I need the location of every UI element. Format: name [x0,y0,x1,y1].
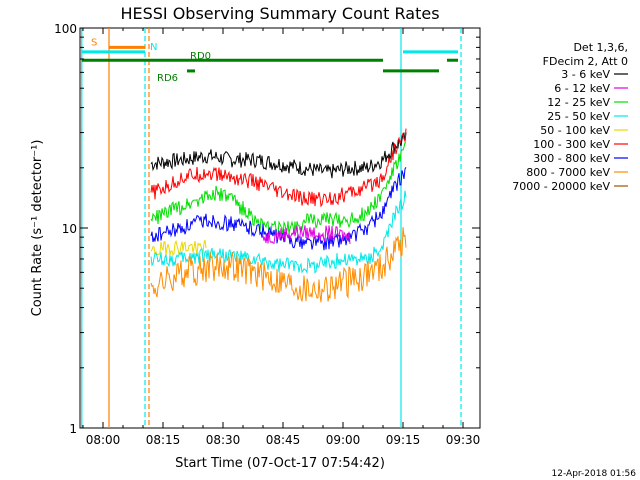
x-tick-label: 08:30 [206,433,241,447]
x-tick-label: 08:15 [146,433,181,447]
x-tick-label: 08:00 [86,433,121,447]
legend-header: FDecim 2, Att 0 [543,55,628,68]
x-tick-label: 09:15 [386,433,421,447]
chart-title: HESSI Observing Summary Count Rates [120,4,439,23]
plot-frame [79,27,481,429]
footer-date: 12-Apr-2018 01:56 [552,469,637,479]
series-line [150,128,407,208]
x-axis-label: Start Time (07-Oct-17 07:54:42) [175,456,385,471]
series-line [150,190,407,275]
legend-entry-label: 6 - 12 keV [554,82,610,95]
y-tick-label: 1 [69,422,77,436]
status-bars: S N RD0 RD6 [81,37,458,84]
legend-entry-label: 25 - 50 keV [547,110,610,123]
legend-entry-label: 300 - 800 keV [533,152,610,165]
x-tick-label: 09:30 [446,433,481,447]
legend-entry-label: 800 - 7000 keV [526,166,610,179]
legend-entry-label: 3 - 6 keV [561,68,610,81]
legend-header: Det 1,3,6, [573,41,628,54]
y-axis-label: Count Rate (s⁻¹ detector⁻¹) [30,140,45,317]
series-line [150,132,407,179]
y-tick-label: 10 [62,222,77,236]
x-tick-label: 08:45 [266,433,301,447]
axis-ticks: 08:00 08:15 08:30 08:45 09:00 09:15 09:30 1 10 10… [54,22,480,447]
legend-entry-label: 7000 - 20000 keV [512,180,610,193]
series-line [150,239,207,257]
plot-axes [79,27,481,429]
status-label: RD6 [157,73,178,84]
series-line [262,225,351,245]
x-tick-label: 09:00 [326,433,361,447]
time-markers [81,28,462,428]
y-tick-label: 100 [54,22,77,36]
data-series [150,128,407,303]
legend-entry-label: 50 - 100 keV [540,124,610,137]
legend-entry-label: 12 - 25 keV [547,96,610,109]
status-label: RD0 [190,51,211,62]
status-label: N [150,42,157,53]
series-line [150,142,407,237]
legend-entry-label: 100 - 300 keV [533,138,610,151]
status-label: S [91,37,97,48]
series-line [150,227,407,303]
